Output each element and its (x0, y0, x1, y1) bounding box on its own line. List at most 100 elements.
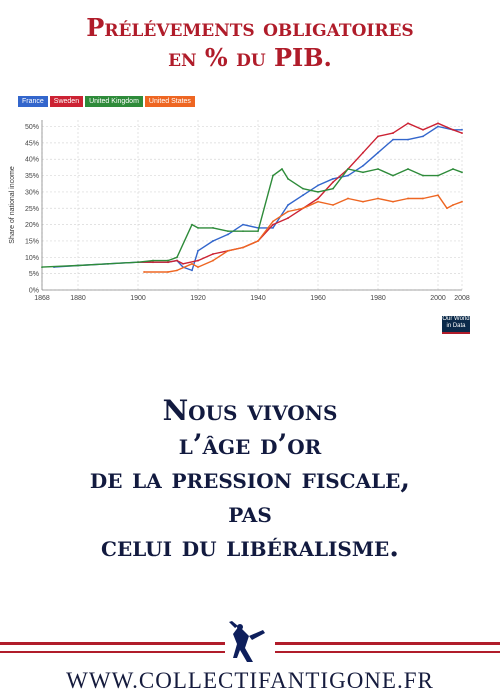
y-tick-label: 0% (29, 288, 39, 295)
x-tick-label: 1940 (250, 295, 266, 302)
data-point-united-kingdom (437, 174, 439, 177)
data-point-sweden (422, 128, 424, 131)
data-point-sweden (362, 151, 364, 154)
legend-sweden[interactable]: Sweden (49, 96, 84, 107)
data-point-united-states (197, 266, 199, 269)
data-point-sweden (287, 217, 289, 219)
data-point-united-states (272, 220, 274, 223)
y-tick-label: 50% (25, 124, 39, 131)
data-point-united-kingdom (41, 266, 43, 269)
data-point-united-states (437, 194, 439, 197)
data-point-united-states (302, 207, 304, 210)
data-point-united-kingdom (197, 226, 199, 229)
slogan-line-2: l’âge d’or (178, 428, 322, 461)
data-point-france (392, 138, 394, 141)
series-line-united-states (144, 194, 463, 273)
data-point-france (287, 204, 289, 206)
data-point-united-kingdom (191, 223, 193, 226)
data-point-sweden (167, 261, 169, 264)
x-tick-label: 2000 (430, 295, 446, 302)
legend-france[interactable]: France (18, 96, 48, 107)
data-point-united-kingdom (461, 171, 463, 174)
x-tick-label: 1900 (130, 295, 146, 302)
data-point-sweden (182, 262, 184, 265)
data-point-united-states (461, 200, 463, 203)
data-point-united-kingdom (212, 226, 214, 229)
y-tick-label: 30% (25, 189, 39, 196)
data-point-united-states (422, 197, 424, 200)
legend-united-kingdom[interactable]: United Kingdom (85, 96, 143, 107)
data-point-france (422, 135, 424, 138)
data-point-france (197, 249, 199, 252)
data-point-united-states (317, 200, 319, 203)
data-point-sweden (437, 122, 439, 125)
page-title-line-2: en % du PIB. (168, 43, 332, 72)
data-point-united-kingdom (272, 174, 274, 177)
data-point-united-states (407, 197, 409, 200)
chart-legend: France Sweden United Kingdom United Stat… (18, 96, 195, 107)
data-point-united-kingdom (176, 256, 178, 259)
antigone-logo-icon (225, 618, 275, 666)
data-point-united-kingdom (242, 230, 244, 233)
data-point-united-states (167, 271, 169, 273)
data-point-france (407, 138, 409, 141)
y-tick-label: 10% (25, 255, 39, 262)
data-point-france (317, 184, 319, 187)
data-point-united-kingdom (167, 259, 169, 262)
slogan-line-4: pas (228, 496, 272, 529)
data-point-sweden (317, 197, 319, 200)
data-point-united-states (212, 259, 214, 262)
data-point-united-kingdom (377, 168, 379, 170)
x-tick-label: 1980 (370, 295, 386, 302)
y-tick-label: 15% (25, 238, 39, 245)
x-tick-label: 1868 (34, 295, 50, 302)
data-point-france (377, 151, 379, 154)
data-point-united-kingdom (302, 187, 304, 190)
data-point-france (242, 223, 244, 226)
data-point-united-kingdom (287, 177, 289, 180)
data-point-united-states (362, 200, 364, 203)
data-point-united-kingdom (392, 174, 394, 177)
data-point-united-states (377, 197, 379, 200)
data-point-united-kingdom (257, 230, 259, 233)
data-point-united-states (227, 249, 229, 252)
data-point-france (437, 125, 439, 128)
data-point-united-kingdom (317, 191, 319, 193)
data-point-sweden (176, 259, 178, 262)
data-point-united-states (347, 197, 349, 200)
website-url[interactable]: WWW.COLLECTIFANTIGONE.FR (66, 668, 434, 693)
y-tick-label: 40% (25, 157, 39, 164)
y-tick-label: 25% (25, 206, 39, 213)
line-chart: 0% 5% 10% 15% 20% 25% 30% 35% 40% 45% 50% 1868 1880 1… (9, 120, 470, 302)
data-point-united-states (446, 207, 448, 210)
data-point-france (362, 164, 364, 167)
data-point-france (347, 174, 349, 177)
data-point-france (332, 177, 334, 180)
data-point-united-states (191, 262, 193, 265)
data-point-sweden (377, 135, 379, 138)
data-point-united-kingdom (362, 171, 364, 174)
data-point-united-states (242, 246, 244, 249)
data-point-sweden (407, 122, 409, 125)
data-point-united-states (287, 210, 289, 213)
slogan-line-3: de la pression fiscale, (89, 462, 411, 495)
slogan-line-1: Nous vivons (162, 394, 338, 427)
data-point-france (191, 269, 193, 272)
data-point-united-kingdom (332, 187, 334, 190)
data-point-sweden (272, 223, 274, 226)
data-point-united-kingdom (137, 261, 139, 264)
legend-united-states[interactable]: United States (144, 96, 195, 107)
data-point-france (302, 194, 304, 197)
data-point-united-kingdom (227, 230, 229, 233)
data-point-united-states (143, 271, 145, 273)
data-point-france (227, 233, 229, 236)
x-tick-label: 1920 (190, 295, 206, 302)
slogan-line-5: celui du libéralisme. (101, 530, 399, 563)
data-point-united-states (332, 204, 334, 206)
data-point-sweden (197, 259, 199, 262)
data-point-united-kingdom (281, 168, 283, 170)
data-point-france (212, 240, 214, 242)
data-point-united-kingdom (107, 262, 109, 265)
data-point-france (461, 128, 463, 131)
data-point-sweden (152, 261, 154, 264)
